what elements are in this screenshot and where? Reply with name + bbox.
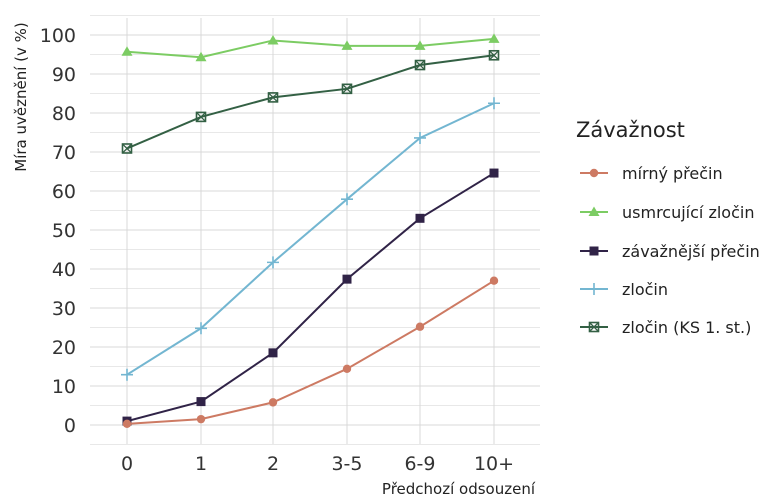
data-point xyxy=(121,46,133,56)
data-point xyxy=(414,131,426,144)
legend-marker xyxy=(589,168,599,178)
marker-box xyxy=(121,143,133,154)
marker-box xyxy=(195,111,207,123)
data-point xyxy=(488,49,500,61)
data-point xyxy=(121,143,133,154)
series-line xyxy=(126,102,495,376)
x-axis-label: Předchozí odsouzení xyxy=(382,480,536,497)
legend-label: mírný přečin xyxy=(622,164,723,183)
legend-label: zločin (KS 1. st.) xyxy=(622,318,751,337)
legend-item: usmrcující zločin xyxy=(580,203,754,222)
data-point xyxy=(341,40,353,50)
y-tick-label: 50 xyxy=(52,220,76,242)
grid xyxy=(90,15,540,445)
marker-box xyxy=(414,59,426,71)
data-point xyxy=(415,322,425,331)
y-axis-label: Míra uvěznění (v %) xyxy=(12,22,30,172)
series xyxy=(121,33,500,429)
series-1 xyxy=(121,33,500,62)
series-2 xyxy=(122,168,499,426)
marker-cross xyxy=(122,143,132,154)
marker-cross xyxy=(489,50,499,61)
x-tick-label: 6-9 xyxy=(404,453,435,475)
y-tick-label: 80 xyxy=(52,103,76,125)
x-tick-label: 1 xyxy=(195,453,207,475)
series-4 xyxy=(121,49,500,154)
data-point xyxy=(342,274,352,284)
data-point xyxy=(341,83,353,95)
legend-marker xyxy=(588,321,600,333)
marker-cross xyxy=(268,92,278,103)
data-point xyxy=(488,97,500,110)
data-point xyxy=(342,364,352,374)
legend-marker xyxy=(588,206,600,216)
data-point xyxy=(196,397,206,407)
legend: Závažnost mírný přečin usmrcující zločin z… xyxy=(576,118,760,337)
x-tick-label: 0 xyxy=(121,453,133,475)
marker-cross xyxy=(589,322,599,332)
data-point xyxy=(414,40,426,50)
legend-label: zločin xyxy=(622,280,668,299)
marker-cross xyxy=(196,111,206,122)
data-point xyxy=(195,51,207,62)
data-point xyxy=(488,33,500,43)
y-tick-label: 10 xyxy=(52,376,76,398)
data-point xyxy=(122,419,132,429)
data-point xyxy=(415,213,425,223)
data-point xyxy=(267,92,279,103)
data-point xyxy=(489,168,499,178)
series-3 xyxy=(121,97,500,381)
legend-marker xyxy=(589,246,599,256)
series-line xyxy=(126,172,495,423)
data-point xyxy=(196,414,206,424)
data-point xyxy=(268,398,278,407)
legend-item: zločin (KS 1. st.) xyxy=(580,318,751,337)
marker-box xyxy=(488,49,500,61)
legend-item: mírný přečin xyxy=(580,164,723,183)
data-point xyxy=(341,193,353,206)
data-point xyxy=(195,322,207,335)
marker-box xyxy=(588,321,600,333)
series-line xyxy=(126,37,495,59)
data-point xyxy=(414,59,426,71)
y-tick-label: 100 xyxy=(40,25,76,47)
data-point xyxy=(268,348,278,358)
y-tick-label: 90 xyxy=(52,64,76,86)
y-tick-label: 0 xyxy=(64,415,76,437)
marker-cross xyxy=(415,60,425,70)
legend-title: Závažnost xyxy=(576,118,685,142)
data-point xyxy=(267,256,279,269)
legend-label: usmrcující zločin xyxy=(622,203,754,222)
legend-item: zločin xyxy=(580,280,668,299)
data-point xyxy=(267,34,279,45)
x-axis-ticks: 0 1 2 3-5 6-9 10+ xyxy=(121,453,514,475)
y-tick-label: 40 xyxy=(52,259,76,281)
y-axis-ticks: 0 10 20 30 40 50 60 70 80 90 100 xyxy=(40,25,76,437)
y-tick-label: 60 xyxy=(52,181,76,203)
x-tick-label: 3-5 xyxy=(331,453,362,475)
marker-cross xyxy=(342,83,352,94)
y-tick-label: 20 xyxy=(52,337,76,359)
marker-box xyxy=(341,83,353,95)
data-point xyxy=(121,368,133,381)
series-line xyxy=(126,279,495,425)
data-point xyxy=(195,111,207,123)
series-0 xyxy=(122,276,499,429)
y-tick-label: 30 xyxy=(52,298,76,320)
data-point xyxy=(489,276,499,285)
legend-label: závažnější přečin xyxy=(622,242,760,261)
marker-box xyxy=(267,92,279,103)
x-tick-label: 10+ xyxy=(474,453,514,475)
series-line xyxy=(126,54,495,150)
x-tick-label: 2 xyxy=(267,453,279,475)
legend-marker xyxy=(588,283,600,295)
legend-item: závažnější přečin xyxy=(580,242,760,261)
y-tick-label: 70 xyxy=(52,142,76,164)
